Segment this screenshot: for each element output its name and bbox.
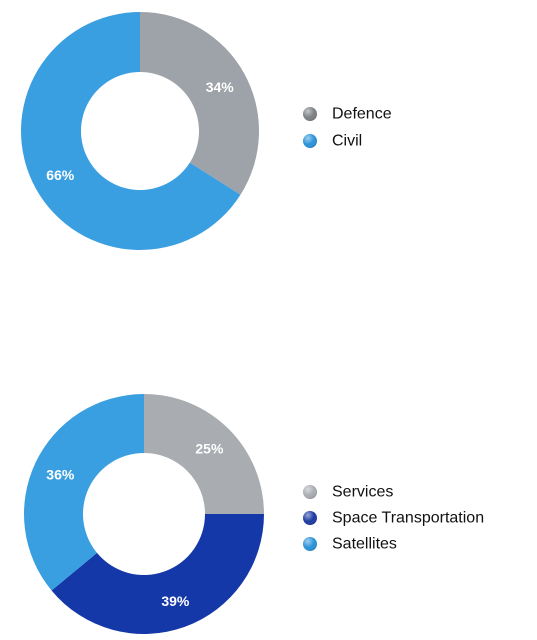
slice-value-label: 36% (46, 467, 75, 483)
slice-value-label: 66% (46, 167, 75, 183)
legend-marker-shade (303, 511, 317, 525)
legend-item-services: Services (303, 484, 393, 501)
legend-marker-shade (303, 537, 317, 551)
legend-label: Satellites (332, 536, 397, 553)
slice-satellites (23, 394, 145, 591)
legend-item-satellites: Satellites (303, 536, 397, 553)
donut-chart-2: 25% 39% 36% Services Space Transportation Sat… (23, 394, 484, 635)
slice-value-label: 39% (161, 593, 190, 609)
legend-item-defence: Defence (303, 106, 392, 123)
legend-marker-shade (303, 485, 317, 499)
donut-chart-1: 34% 66% Defence Civil (21, 12, 392, 250)
legend-label: Services (332, 484, 393, 501)
legend-item-civil: Civil (303, 133, 362, 150)
slice-space-transportation (51, 514, 265, 635)
legend-item-space-transportation: Space Transportation (303, 510, 484, 527)
legend-marker-shade (303, 134, 317, 148)
slice-value-label: 34% (206, 79, 235, 95)
legend-marker-shade (303, 107, 317, 121)
slice-civil (21, 12, 241, 250)
legend-label: Civil (332, 133, 362, 150)
slice-value-label: 25% (195, 441, 224, 457)
legend-label: Space Transportation (332, 510, 484, 527)
slice-defence (140, 12, 259, 195)
slice-services (144, 394, 264, 514)
legend-label: Defence (332, 106, 392, 123)
